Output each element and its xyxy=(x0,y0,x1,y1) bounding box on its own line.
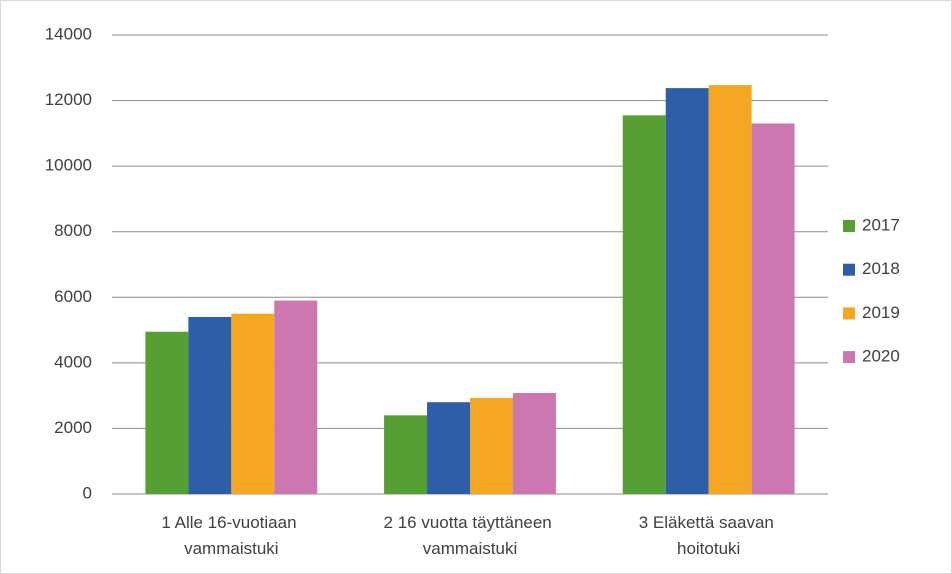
y-tick-label: 12000 xyxy=(45,90,92,109)
legend-swatch xyxy=(843,220,855,232)
legend-label: 2019 xyxy=(862,303,900,322)
x-tick-label: 2 16 vuotta täyttäneen vammaistuki xyxy=(384,513,557,558)
bar xyxy=(622,115,666,494)
y-tick-label: 14000 xyxy=(45,24,92,43)
bar xyxy=(231,313,275,494)
x-tick-label: 1 Alle 16-vuotiaan vammaistuki xyxy=(161,513,301,558)
y-tick-label: 8000 xyxy=(54,221,92,240)
legend-swatch xyxy=(843,351,855,364)
legend-label: 2020 xyxy=(862,347,900,366)
bar xyxy=(708,85,752,494)
legend-swatch xyxy=(843,263,855,276)
y-tick-label: 4000 xyxy=(54,352,92,371)
bar xyxy=(145,331,189,494)
bar xyxy=(274,300,318,494)
bar xyxy=(427,402,470,494)
bar xyxy=(470,397,513,494)
bar xyxy=(188,316,232,494)
legend-swatch xyxy=(843,307,855,320)
bar xyxy=(512,393,556,494)
y-tick-label: 0 xyxy=(83,483,92,502)
bar xyxy=(665,88,709,494)
legend-label: 2018 xyxy=(862,259,900,278)
bar xyxy=(384,415,428,494)
x-tick-label: 3 Eläkettä saavan hoitotuki xyxy=(639,513,779,558)
y-tick-label: 10000 xyxy=(45,156,92,175)
y-tick-label: 2000 xyxy=(54,418,92,437)
legend-label: 2017 xyxy=(862,215,900,234)
bar xyxy=(751,123,795,495)
y-tick-label: 6000 xyxy=(54,287,92,306)
